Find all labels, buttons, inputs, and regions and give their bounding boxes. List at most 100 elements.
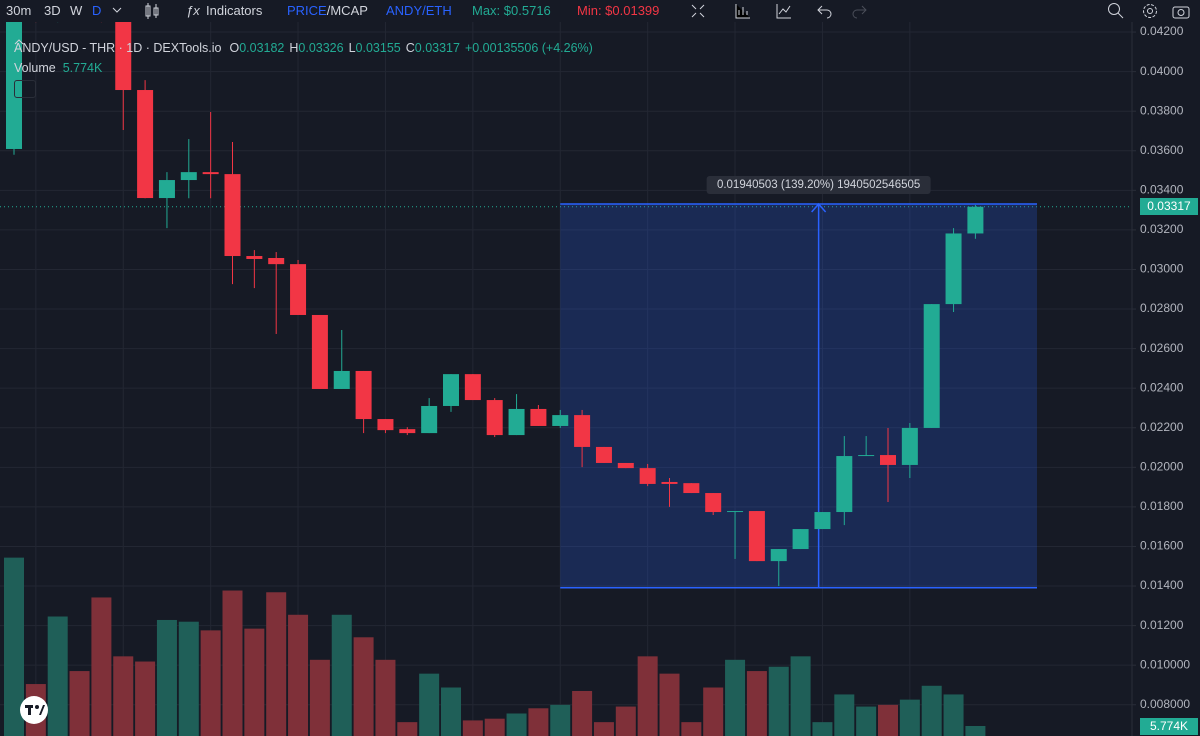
undo-icon[interactable] (817, 3, 833, 19)
candle-body (399, 429, 416, 434)
measure-label-bg (706, 175, 931, 194)
redo-icon[interactable] (851, 3, 867, 19)
ohlc-letter: C (405, 41, 415, 55)
mcap-label: /MCAP (326, 3, 368, 18)
dropdown-icon[interactable] (112, 6, 122, 14)
volume-tag: 5.774K (1140, 718, 1198, 735)
candle-body (727, 511, 744, 513)
interval-button[interactable]: 3D (44, 3, 61, 18)
interval-button[interactable]: D (92, 3, 102, 18)
toolbar: 30m 3D W D ƒx Indicators PRICE/MCAP ANDY… (0, 0, 1200, 22)
candle-body (836, 456, 853, 513)
candle-body (683, 483, 700, 494)
y-tick-label: 0.02800 (1140, 301, 1184, 315)
ohlc-value: 0.03317 (414, 41, 460, 55)
collapse-button[interactable] (14, 39, 36, 98)
volume-bar (834, 694, 855, 736)
candle-body (443, 374, 459, 406)
legend: ANDY/USD - THR · 1D · DEXTools.io O0.031… (14, 38, 593, 98)
volume-bar (91, 597, 112, 736)
search-icon[interactable] (1107, 2, 1125, 20)
settings-icon[interactable] (1141, 2, 1159, 20)
candle-body (770, 549, 787, 562)
volume-bar (790, 656, 811, 736)
candle-body (530, 408, 547, 426)
volume-bar (528, 708, 549, 736)
interval-button[interactable]: W (70, 3, 83, 18)
y-tick-label: 0.03600 (1140, 143, 1184, 157)
candle-body (355, 370, 372, 420)
y-tick-label: 0.03800 (1140, 103, 1184, 117)
volume-bar (441, 687, 461, 736)
indicators-button[interactable]: Indicators (206, 3, 263, 18)
candle-body (180, 172, 197, 181)
y-tick-label: 0.02200 (1140, 420, 1184, 434)
volume-bar (4, 557, 24, 736)
volume-bar (899, 699, 920, 736)
camera-icon[interactable] (1172, 2, 1190, 20)
ohlc-letter: H (289, 41, 299, 55)
candle-body (617, 462, 634, 469)
candle-body (923, 304, 940, 428)
volume-bar (135, 661, 156, 736)
ohlc-letter: O (229, 41, 240, 55)
pair-switch[interactable]: ANDY/ETH (386, 3, 452, 18)
volume-bar (593, 722, 614, 736)
price-mcap-toggle[interactable]: PRICE/MCAP (287, 3, 368, 18)
chart-icon[interactable] (735, 3, 751, 19)
y-tick-label: 0.008000 (1140, 697, 1190, 711)
volume-bar (397, 722, 418, 736)
ohlc-value: 0.03182 (239, 41, 285, 55)
candle-body (158, 180, 175, 199)
volume-value: 5.774K (62, 61, 103, 75)
candle-body (901, 427, 918, 465)
volume-bar (637, 656, 658, 736)
candle-body (115, 22, 132, 91)
volume-bar (244, 628, 265, 736)
volume-bar (288, 614, 309, 736)
volume-bar (331, 614, 352, 736)
volume-bar (921, 685, 942, 736)
volume-bar (746, 671, 767, 736)
volume-bar (681, 722, 702, 736)
candles-icon[interactable] (144, 2, 160, 20)
y-tick-label: 0.02600 (1140, 341, 1184, 355)
volume-bar (222, 590, 243, 736)
candle-body (814, 512, 831, 530)
measure-label: 0.01940503 (139.20%) 1940502546505 (717, 179, 920, 191)
tv-logo (20, 696, 48, 724)
candle-body (464, 374, 481, 401)
y-tick-label: 0.04000 (1140, 64, 1184, 78)
volume-bar (856, 706, 877, 736)
volume-bar (572, 690, 593, 736)
volume-bar (156, 619, 177, 736)
volume-bar (484, 718, 505, 736)
line-icon[interactable] (776, 3, 792, 19)
ohlc-letter: L (348, 41, 356, 55)
interval-button[interactable]: 30m (6, 3, 32, 18)
price-label: PRICE (287, 3, 327, 18)
collapse-icon[interactable] (690, 3, 706, 19)
volume-bar (768, 666, 789, 736)
y-tick-label: 0.03000 (1140, 262, 1184, 276)
fx-icon[interactable]: ƒx (186, 3, 200, 18)
volume-bar (965, 726, 986, 736)
volume-bar (506, 713, 527, 736)
max-price: Max: $0.5716 (472, 3, 551, 18)
volume-bar (659, 673, 680, 736)
chevron-icon (14, 39, 24, 45)
y-tick-label: 0.02400 (1140, 380, 1184, 394)
candle-body (137, 90, 154, 199)
candle-body (421, 405, 438, 434)
ohlc: O0.03182 H0.03326 L0.03155 C0.03317 +0.00135… (229, 41, 592, 55)
candle-body (377, 419, 394, 431)
candle-body (246, 256, 263, 259)
volume-bar (309, 659, 330, 736)
symbol-title: ANDY/USD - THR · 1D · DEXTools.io (14, 41, 222, 55)
ohlc-value: 0.03326 (298, 41, 344, 55)
candle-body (639, 468, 656, 484)
candle-body (705, 493, 722, 513)
volume-bar (878, 704, 898, 736)
candle-body (858, 455, 875, 457)
